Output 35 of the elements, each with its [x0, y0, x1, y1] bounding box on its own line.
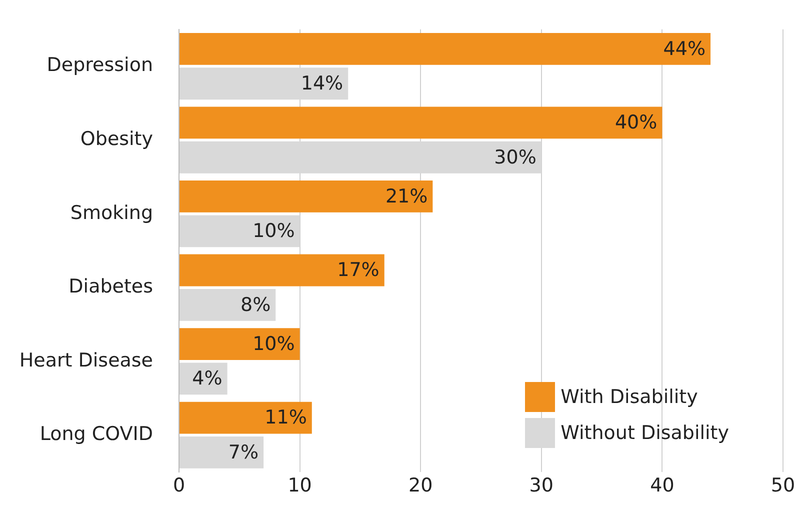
bar — [180, 362, 228, 395]
data-label: 11% — [264, 406, 307, 429]
bar — [180, 106, 662, 139]
data-label: 40% — [614, 112, 658, 134]
data-label: 30% — [494, 146, 536, 168]
x-tick-label: 0 — [172, 474, 186, 496]
data-label: 8% — [240, 294, 271, 316]
data-label: 10% — [252, 332, 295, 355]
legend-label: With Disability — [560, 386, 698, 408]
bar — [180, 328, 300, 360]
data-label: 4% — [192, 368, 222, 390]
bar — [180, 436, 264, 468]
bar — [180, 402, 312, 434]
data-label: 14% — [300, 72, 344, 95]
data-label: 44% — [663, 38, 706, 60]
bar — [180, 288, 276, 321]
y-tick-label: Smoking — [70, 202, 153, 224]
bar — [180, 180, 433, 212]
y-tick-label: Long COVID — [40, 423, 153, 446]
x-tick-label: 30 — [529, 474, 554, 496]
bar — [180, 33, 711, 65]
y-tick-label: Diabetes — [68, 276, 153, 298]
y-tick-label: Heart Disease — [19, 349, 153, 372]
bar — [180, 254, 384, 286]
x-tick-label: 20 — [408, 474, 433, 496]
x-tick-label: 40 — [650, 474, 674, 496]
x-tick-label: 50 — [770, 474, 796, 496]
legend-label: Without Disability — [560, 422, 729, 444]
data-label: 7% — [228, 441, 259, 464]
data-label: 10% — [252, 220, 295, 242]
y-tick-label: Depression — [46, 54, 153, 76]
x-tick-label: 10 — [288, 474, 312, 496]
data-label: 21% — [385, 185, 428, 208]
y-tick-label: Obesity — [80, 128, 153, 150]
data-label: 17% — [337, 259, 380, 282]
